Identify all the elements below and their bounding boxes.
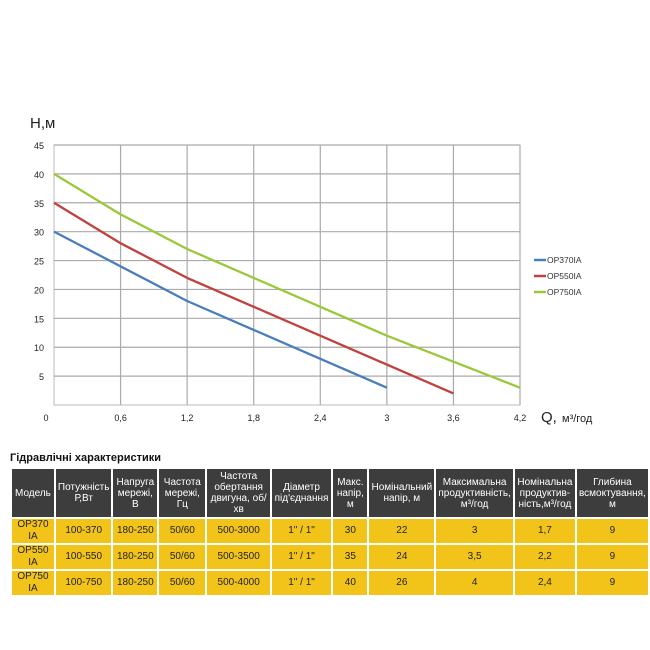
table-cell: 50/60 [159, 545, 206, 569]
column-header: Номінальний напір, м [369, 469, 435, 517]
table-cell: OP550 IA [12, 545, 54, 569]
table-cell: 3 [436, 519, 513, 543]
column-header: Потужність Р,Вт [55, 469, 112, 517]
table-cell: 22 [369, 519, 435, 543]
table-cell: 2,4 [515, 571, 575, 595]
table-cell: 100-550 [55, 545, 112, 569]
series-line-OP370IA [53, 230, 388, 389]
table-cell: 500-3000 [207, 519, 270, 543]
table-cell: 500-4000 [207, 571, 270, 595]
y-tick-label: 35 [34, 199, 44, 209]
x-tick-label: 3,6 [447, 413, 460, 423]
pump-curve-chart: 5 10 15 20 25 30 35 40 45 0 0,6 1,2 1,8 2,4 3 3,6 4,2 H,м… [30, 115, 593, 426]
column-header: Частота обертання двигуна, об/хв [207, 469, 270, 517]
table-cell: 100-370 [55, 519, 112, 543]
x-axis-unit: м³/год [562, 413, 593, 425]
column-header: Частота мережі, Гц [159, 469, 206, 517]
table-cell: 50/60 [159, 571, 206, 595]
table-row: OP750 IA 100-750 180-250 50/60 500-4000 1" / … [12, 571, 648, 595]
table-row: OP550 IA 100-550 180-250 50/60 500-3500 1" / … [12, 545, 648, 569]
plot-area [53, 144, 521, 406]
table-cell: 2,2 [515, 545, 575, 569]
table-cell: 4 [436, 571, 513, 595]
column-header: Модель [12, 469, 54, 517]
column-header: Максимальна продуктивність, м³/год [436, 469, 513, 517]
x-tick-label: 4,2 [514, 413, 527, 423]
y-tick-label: 5 [39, 372, 44, 382]
table-cell: 3,5 [436, 545, 513, 569]
table-cell: 100-750 [55, 571, 112, 595]
table-cell: 1" / 1" [271, 545, 332, 569]
series-line-OP550IA [53, 201, 454, 395]
column-header: Номінальна продуктив-ність,м³/год [515, 469, 575, 517]
table-cell: 1" / 1" [271, 519, 332, 543]
x-tick-label: 0,6 [114, 413, 127, 423]
legend-label: OP750IA [547, 287, 582, 297]
table-cell: 180-250 [113, 545, 158, 569]
specs-table: Модель Потужність Р,Вт Напруга мережі, В Ча… [10, 467, 650, 597]
table-cell: 500-3500 [207, 545, 270, 569]
x-tick-label: 1,8 [247, 413, 260, 423]
x-tick-label: 2,4 [314, 413, 327, 423]
y-axis-label: H,м [30, 115, 55, 132]
column-header: Макс. напір, м [333, 469, 368, 517]
table-cell: 9 [576, 519, 648, 543]
table-cell: 35 [333, 545, 368, 569]
x-axis-label: Q, [541, 409, 557, 426]
legend-label: OP370IA [547, 255, 582, 265]
table-cell: 40 [333, 571, 368, 595]
table-title: Гідравлічні характеристики [10, 452, 162, 464]
y-tick-label: 30 [34, 228, 44, 238]
table-cell: 50/60 [159, 519, 206, 543]
x-tick-label: 1,2 [181, 413, 194, 423]
y-tick-label: 10 [34, 343, 44, 353]
table-cell: 1,7 [515, 519, 575, 543]
y-tick-label: 15 [34, 314, 44, 324]
y-tick-label: 25 [34, 257, 44, 267]
series-line-OP750IA [53, 172, 521, 389]
y-tick-label: 45 [34, 141, 44, 151]
table-cell: 180-250 [113, 519, 158, 543]
table-cell: OP750 IA [12, 571, 54, 595]
table-cell: 9 [576, 571, 648, 595]
table-row: OP370 IA 100-370 180-250 50/60 500-3000 1" / … [12, 519, 648, 543]
legend-label: OP550IA [547, 271, 582, 281]
table-cell: 9 [576, 545, 648, 569]
table-cell: 24 [369, 545, 435, 569]
y-tick-label: 20 [34, 285, 44, 295]
table-cell: 26 [369, 571, 435, 595]
table-cell: 180-250 [113, 571, 158, 595]
column-header: Глибина всмоктування, м [576, 469, 648, 517]
x-tick-label: 3 [384, 413, 389, 423]
column-header: Діаметр під'єднання [271, 469, 332, 517]
x-tick-label: 0 [43, 413, 48, 423]
table-cell: OP370 IA [12, 519, 54, 543]
column-header: Напруга мережі, В [113, 469, 158, 517]
y-tick-label: 40 [34, 170, 44, 180]
table-cell: 30 [333, 519, 368, 543]
table-cell: 1" / 1" [271, 571, 332, 595]
